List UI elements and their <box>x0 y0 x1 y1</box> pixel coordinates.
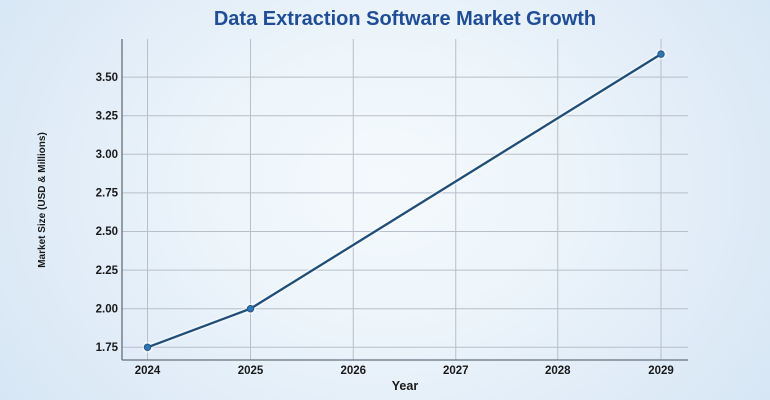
svg-text:2.25: 2.25 <box>96 265 119 277</box>
svg-text:Market Size (USD & Millions): Market Size (USD & Millions) <box>37 132 48 268</box>
svg-text:2.00: 2.00 <box>96 303 118 315</box>
svg-text:3.25: 3.25 <box>96 110 119 122</box>
svg-text:2027: 2027 <box>443 365 469 377</box>
svg-text:2025: 2025 <box>238 365 264 377</box>
svg-text:Year: Year <box>392 379 419 393</box>
svg-text:3.00: 3.00 <box>96 149 118 161</box>
svg-text:2028: 2028 <box>545 365 571 377</box>
svg-text:2.50: 2.50 <box>96 226 118 238</box>
svg-text:2026: 2026 <box>340 365 366 377</box>
svg-text:2.75: 2.75 <box>96 188 119 200</box>
svg-text:2024: 2024 <box>135 365 161 377</box>
svg-text:3.50: 3.50 <box>96 72 118 84</box>
svg-text:2029: 2029 <box>648 365 674 377</box>
svg-text:1.75: 1.75 <box>96 342 119 354</box>
